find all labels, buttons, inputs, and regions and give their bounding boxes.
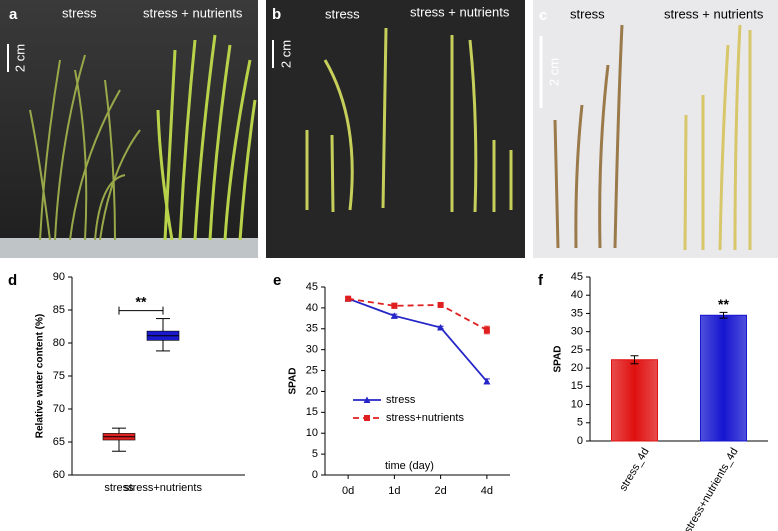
y-tick-label: 65 [53, 436, 65, 448]
y-tick-label: 30 [571, 326, 583, 338]
photo-a [0, 0, 258, 258]
legend-marker [363, 396, 371, 403]
series-line [347, 297, 488, 383]
x-tick-label: 4d [481, 485, 493, 497]
y-tick-label: 60 [53, 469, 65, 481]
panel-label-box [269, 270, 289, 290]
panel-label: a [9, 6, 18, 23]
panel-label-box [534, 270, 554, 290]
scale-label: 2 cm [546, 58, 561, 86]
y-tick-label: 40 [306, 302, 318, 314]
panel-label: c [539, 7, 547, 24]
marker [345, 295, 352, 302]
significance: ** [136, 293, 147, 309]
panel-label: f [538, 272, 544, 289]
marker [391, 302, 398, 309]
marker [483, 327, 490, 334]
error-bar [630, 355, 639, 365]
y-tick-label: 15 [571, 380, 583, 392]
photo-label: stress + nutrients [664, 6, 764, 21]
y-tick-label: 75 [53, 370, 65, 382]
marker [483, 377, 491, 385]
panel-label: b [272, 6, 281, 23]
y-tick-label: 70 [53, 403, 65, 415]
y-tick-label: 45 [306, 281, 318, 293]
bar [611, 359, 658, 442]
y-tick-label: 85 [53, 304, 65, 316]
x-axis-label: time (day) [385, 460, 434, 472]
x-tick-label: 2d [435, 485, 447, 497]
y-tick-label: 15 [306, 406, 318, 418]
y-tick-label: 25 [306, 364, 318, 376]
photo-c [533, 0, 778, 258]
y-tick-label: 30 [306, 344, 318, 356]
y-tick-label: 5 [312, 448, 318, 460]
y-axis-label: Relative water content (%) [35, 314, 46, 438]
x-tick-label: stress [104, 482, 134, 494]
significance: ** [718, 296, 729, 312]
series-line [347, 297, 488, 331]
photo-b [266, 0, 525, 258]
y-tick-label: 45 [571, 271, 583, 283]
photo-label: stress [570, 6, 605, 21]
photo-label: stress [325, 6, 360, 21]
y-tick-label: 35 [571, 307, 583, 319]
legend-label: stress [386, 394, 416, 406]
scale-label: 2 cm [12, 44, 27, 72]
legend-label: stress+nutrients [386, 412, 464, 424]
photo-texts: a stress stress + nutrients 2 cm b stres… [9, 4, 764, 86]
y-tick-label: 10 [306, 427, 318, 439]
photo-label: stress + nutrients [143, 5, 243, 20]
panel-label: d [8, 272, 17, 289]
y-tick-label: 20 [571, 362, 583, 374]
panel-label-box [4, 270, 24, 290]
y-tick-label: 40 [571, 289, 583, 301]
y-tick-label: 35 [306, 323, 318, 335]
x-tick-label: stress+nutrients_4d [682, 446, 741, 531]
marker [390, 312, 398, 319]
marker [437, 301, 444, 308]
scale-label: 2 cm [278, 40, 293, 68]
y-tick-label: 0 [312, 469, 318, 481]
x-tick-label: stress+nutrients [124, 482, 202, 494]
error-bar [719, 311, 728, 319]
panel-label: e [273, 272, 281, 289]
y-tick-label: 5 [577, 417, 583, 429]
legend-marker [364, 415, 370, 421]
y-axis-label: SPAD [553, 345, 564, 372]
y-tick-label: 20 [306, 385, 318, 397]
y-tick-label: 80 [53, 337, 65, 349]
bar [700, 314, 747, 442]
significance-bracket [118, 306, 164, 315]
x-tick-label: 1d [388, 485, 400, 497]
x-tick-label: stress_4d [617, 446, 651, 493]
y-tick-label: 90 [53, 271, 65, 283]
y-tick-label: 10 [571, 398, 583, 410]
y-axis-label: SPAD [288, 367, 299, 394]
y-tick-label: 25 [571, 344, 583, 356]
photo-label: stress [62, 5, 97, 20]
photo-label: stress + nutrients [410, 4, 510, 19]
x-tick-label: 0d [342, 485, 354, 497]
y-tick-label: 0 [577, 435, 583, 447]
marker [437, 324, 445, 331]
